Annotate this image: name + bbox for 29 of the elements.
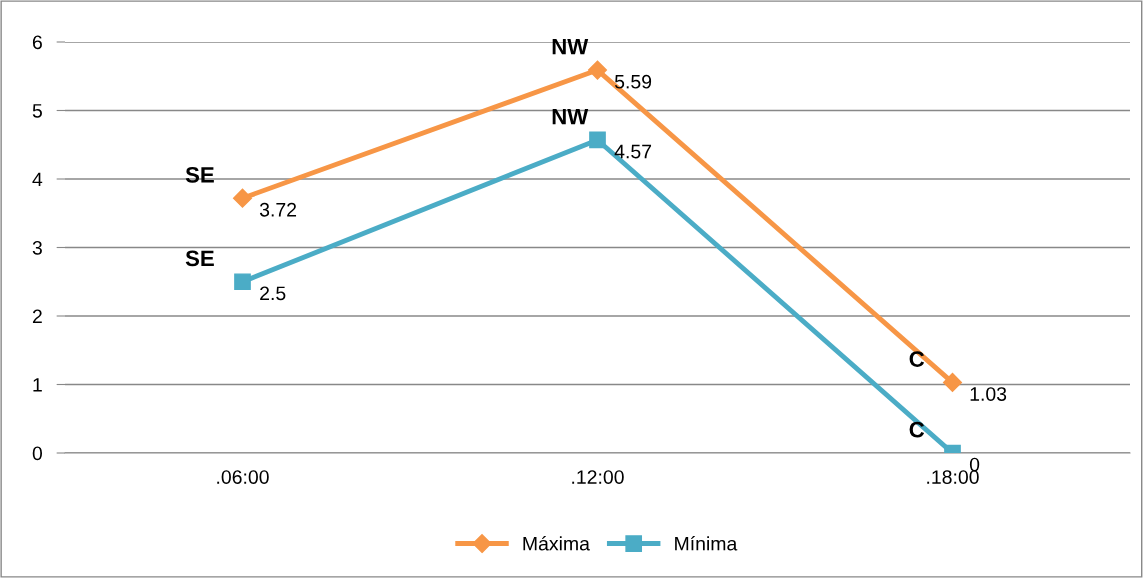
- legend-label: Máxima: [523, 536, 590, 551]
- y-tick-label: 6: [32, 35, 42, 50]
- annotation: C: [909, 421, 925, 438]
- annotation: SE: [185, 250, 214, 267]
- data-label: 5.59: [614, 74, 652, 89]
- point: [589, 131, 606, 149]
- annotation: SE: [185, 166, 214, 183]
- annotation: NW: [552, 39, 589, 55]
- annotation: NW: [552, 108, 589, 125]
- data-label: 4.57: [614, 144, 652, 159]
- y-tick-label: 3: [32, 240, 42, 255]
- x-tick-label: .12:00: [572, 470, 624, 484]
- point: [234, 273, 251, 291]
- y-tick-label: 2: [32, 309, 42, 324]
- x-tick-label: .18:00: [927, 470, 979, 484]
- y-tick-label: 5: [32, 104, 42, 118]
- x-tick-label: .06:00: [217, 470, 269, 484]
- point: [942, 372, 963, 392]
- data-label: 0: [969, 457, 980, 472]
- data-label: 3.72: [259, 202, 297, 217]
- point: [587, 60, 608, 80]
- data-label: 1.03: [970, 387, 1007, 401]
- point: [232, 188, 253, 208]
- annotation: C: [909, 351, 925, 367]
- data-label: 2.5: [260, 286, 286, 301]
- legend-label: Mínima: [675, 536, 738, 551]
- y-tick-label: 0: [32, 446, 43, 461]
- y-tick-label: 4: [32, 172, 43, 187]
- y-tick-label: 1: [33, 378, 42, 392]
